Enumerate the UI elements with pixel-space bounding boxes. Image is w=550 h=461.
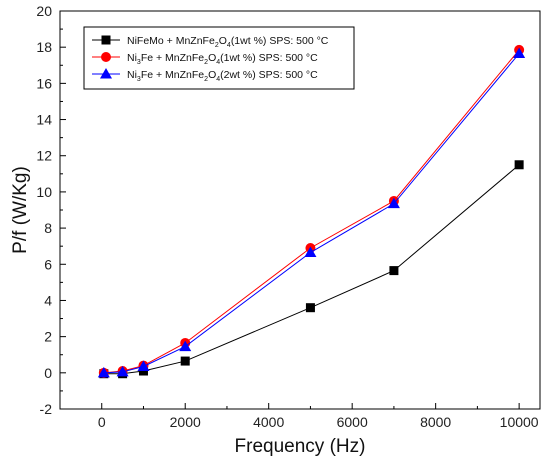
legend-label: Ni3Fe + MnZnFe2O4(1wt %) SPS: 500 °C — [127, 52, 318, 66]
y-tick-labels: -2 0 2 4 6 8 10 12 14 16 18 20 — [36, 3, 52, 417]
series-1-point — [305, 303, 315, 313]
y-tick-label: 4 — [44, 292, 52, 308]
legend-swatch-marker — [101, 52, 111, 62]
legend-text-part: NiFeMo + MnZnFe — [127, 35, 215, 47]
series-1 — [99, 160, 524, 379]
series-3-point — [97, 366, 110, 378]
y-tick-label: 16 — [36, 75, 52, 91]
y-tick-label: 14 — [36, 112, 52, 128]
x-tick-label: 2000 — [170, 414, 201, 430]
legend-subscript: 3 — [137, 76, 141, 83]
x-tick-labels: 0 2000 4000 6000 8000 10000 — [98, 414, 539, 430]
legend-subscript: 2 — [204, 59, 208, 66]
legend-text-part: Ni — [127, 69, 137, 81]
series-1-line — [103, 164, 520, 375]
y-tick-label: 20 — [36, 3, 52, 19]
y-tick-label: 0 — [44, 365, 52, 381]
legend-swatch-marker — [100, 68, 112, 79]
y-tick-label: 10 — [36, 184, 52, 200]
legend-text-part: (1wt %) SPS: 500 °C — [231, 35, 329, 47]
series-1-point — [514, 160, 524, 170]
series-layer — [97, 44, 526, 379]
y-tick-label: 6 — [44, 256, 52, 272]
y-tick-label: 8 — [44, 220, 52, 236]
legend-subscript: 4 — [216, 59, 220, 66]
y-tick-label: 12 — [36, 148, 52, 164]
series-1-point — [138, 366, 148, 376]
legend-text-part: Ni — [127, 52, 137, 64]
series-3-point — [513, 47, 526, 59]
series-1-point — [180, 356, 190, 366]
series-3 — [97, 47, 526, 378]
legend-subscript: 2 — [215, 42, 219, 49]
x-tick-label: 8000 — [420, 414, 451, 430]
x-tick-label: 0 — [98, 414, 106, 430]
x-tick-label: 10000 — [500, 414, 539, 430]
x-axis-title: Frequency (Hz) — [235, 436, 366, 457]
series-3-point — [137, 360, 150, 371]
y-tick-label: -2 — [40, 401, 53, 417]
legend-subscript: 3 — [137, 59, 141, 66]
legend-item-2: Ni3Fe + MnZnFe2O4(1wt %) SPS: 500 °C — [92, 52, 318, 66]
axis-ticks — [59, 10, 520, 410]
legend-item-1: NiFeMo + MnZnFe2O4(1wt %) SPS: 500 °C — [92, 35, 329, 49]
legend-text-part: O — [208, 52, 216, 64]
x-tick-label: 6000 — [337, 414, 368, 430]
legend-label: Ni3Fe + MnZnFe2O4(2wt %) SPS: 500 °C — [127, 69, 318, 83]
legend-box — [83, 26, 355, 90]
y-tick-label: 18 — [36, 39, 52, 55]
y-tick-label: 2 — [44, 329, 52, 345]
legend-text-part: O — [219, 35, 227, 47]
legend-subscript: 4 — [227, 42, 231, 49]
legend-swatch-marker — [101, 35, 111, 45]
legend-text-part: Fe + MnZnFe — [141, 52, 204, 64]
series-3-point — [387, 197, 400, 209]
y-axis-title: P/f (W/Kg) — [10, 166, 31, 254]
legend-text-part: (2wt %) SPS: 500 °C — [220, 69, 318, 81]
legend-label: NiFeMo + MnZnFe2O4(1wt %) SPS: 500 °C — [127, 35, 329, 49]
legend-text-part: O — [208, 69, 216, 81]
legend: NiFeMo + MnZnFe2O4(1wt %) SPS: 500 °CNi3… — [83, 26, 355, 90]
series-3-point — [304, 246, 317, 258]
legend-text-part: (1wt %) SPS: 500 °C — [220, 52, 318, 64]
series-2-line — [103, 49, 520, 374]
series-3-point — [179, 340, 192, 352]
x-tick-label: 4000 — [253, 414, 284, 430]
series-2 — [98, 44, 525, 378]
legend-item-3: Ni3Fe + MnZnFe2O4(2wt %) SPS: 500 °C — [92, 68, 318, 83]
series-1-point — [389, 266, 399, 276]
series-3-line — [103, 53, 520, 374]
legend-text-part: Fe + MnZnFe — [141, 69, 204, 81]
legend-subscript: 2 — [204, 76, 208, 83]
legend-subscript: 4 — [216, 76, 220, 83]
series-3-point — [116, 365, 129, 377]
